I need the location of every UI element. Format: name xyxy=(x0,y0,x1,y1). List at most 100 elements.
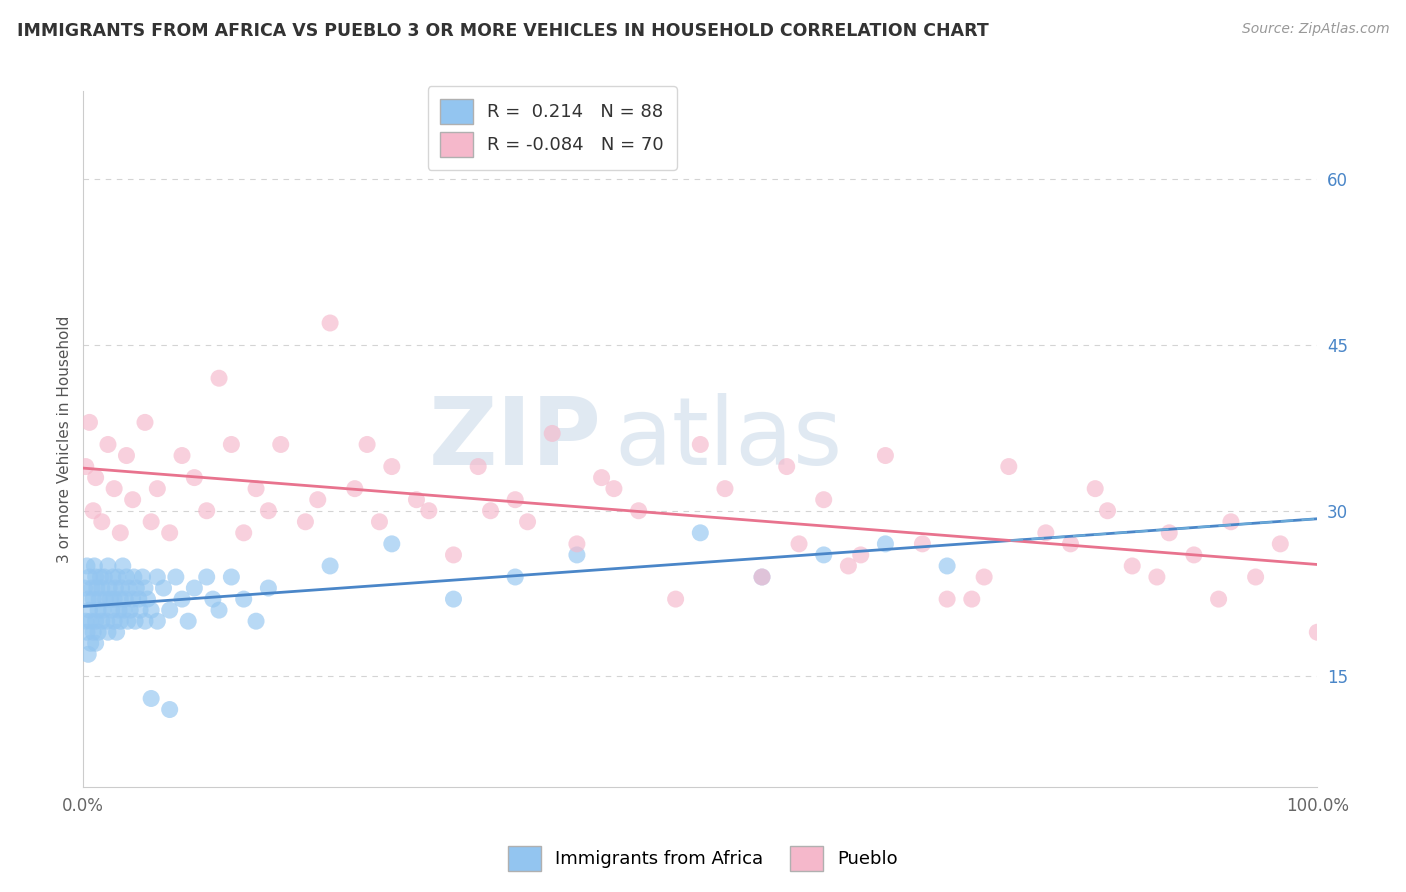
Point xyxy=(97,558,120,573)
Point xyxy=(97,625,120,640)
Point xyxy=(776,459,799,474)
Point xyxy=(257,581,280,595)
Point xyxy=(105,625,128,640)
Point xyxy=(689,525,711,540)
Point xyxy=(107,570,129,584)
Point xyxy=(1059,537,1081,551)
Text: ZIP: ZIP xyxy=(429,393,602,485)
Point xyxy=(120,603,142,617)
Point xyxy=(122,570,145,584)
Point xyxy=(936,592,959,607)
Point xyxy=(100,603,122,617)
Point xyxy=(319,558,342,573)
Point xyxy=(84,636,107,650)
Point xyxy=(689,437,711,451)
Point xyxy=(813,548,835,562)
Point xyxy=(911,537,934,551)
Point xyxy=(110,581,132,595)
Point xyxy=(159,525,181,540)
Point xyxy=(125,581,148,595)
Point xyxy=(115,449,138,463)
Point xyxy=(79,570,101,584)
Point xyxy=(159,702,181,716)
Point xyxy=(479,504,502,518)
Point xyxy=(146,614,169,628)
Point xyxy=(121,492,143,507)
Point xyxy=(84,614,107,628)
Point xyxy=(141,515,163,529)
Point xyxy=(319,316,342,330)
Point xyxy=(245,482,267,496)
Point xyxy=(91,603,114,617)
Point xyxy=(111,558,134,573)
Point xyxy=(221,570,243,584)
Point xyxy=(751,570,773,584)
Point xyxy=(75,614,97,628)
Point xyxy=(86,581,108,595)
Point xyxy=(82,504,104,518)
Point xyxy=(208,603,231,617)
Point xyxy=(80,636,103,650)
Point xyxy=(405,492,427,507)
Point xyxy=(79,603,101,617)
Point xyxy=(114,592,136,607)
Point xyxy=(1121,558,1143,573)
Point xyxy=(627,504,650,518)
Text: atlas: atlas xyxy=(614,393,842,485)
Point xyxy=(103,614,125,628)
Point xyxy=(98,581,121,595)
Point xyxy=(170,449,193,463)
Point xyxy=(1244,570,1267,584)
Point xyxy=(73,581,96,595)
Point xyxy=(1159,525,1181,540)
Point xyxy=(960,592,983,607)
Point xyxy=(90,570,112,584)
Point xyxy=(94,592,117,607)
Point xyxy=(82,592,104,607)
Point xyxy=(103,482,125,496)
Point xyxy=(84,470,107,484)
Point xyxy=(77,592,100,607)
Point xyxy=(80,614,103,628)
Point xyxy=(141,691,163,706)
Point xyxy=(541,426,564,441)
Point xyxy=(118,581,141,595)
Point xyxy=(201,592,224,607)
Point xyxy=(100,592,122,607)
Point xyxy=(165,570,187,584)
Point xyxy=(124,614,146,628)
Point xyxy=(79,416,101,430)
Point xyxy=(110,592,132,607)
Point xyxy=(1084,482,1107,496)
Point xyxy=(837,558,859,573)
Point xyxy=(170,592,193,607)
Point xyxy=(141,603,163,617)
Point xyxy=(368,515,391,529)
Point xyxy=(96,614,118,628)
Point xyxy=(343,482,366,496)
Point xyxy=(1182,548,1205,562)
Point xyxy=(356,437,378,451)
Point xyxy=(97,437,120,451)
Point xyxy=(112,603,135,617)
Point xyxy=(103,592,125,607)
Point xyxy=(128,592,150,607)
Point xyxy=(104,581,127,595)
Point xyxy=(117,614,139,628)
Point xyxy=(152,581,174,595)
Point xyxy=(195,504,218,518)
Point xyxy=(146,570,169,584)
Point xyxy=(714,482,737,496)
Point xyxy=(591,470,613,484)
Point xyxy=(294,515,316,529)
Point xyxy=(177,614,200,628)
Point xyxy=(813,492,835,507)
Point xyxy=(503,492,526,507)
Point xyxy=(1097,504,1119,518)
Point xyxy=(82,625,104,640)
Point xyxy=(467,459,489,474)
Point xyxy=(183,470,205,484)
Point xyxy=(90,614,112,628)
Point xyxy=(183,581,205,595)
Point xyxy=(77,648,100,662)
